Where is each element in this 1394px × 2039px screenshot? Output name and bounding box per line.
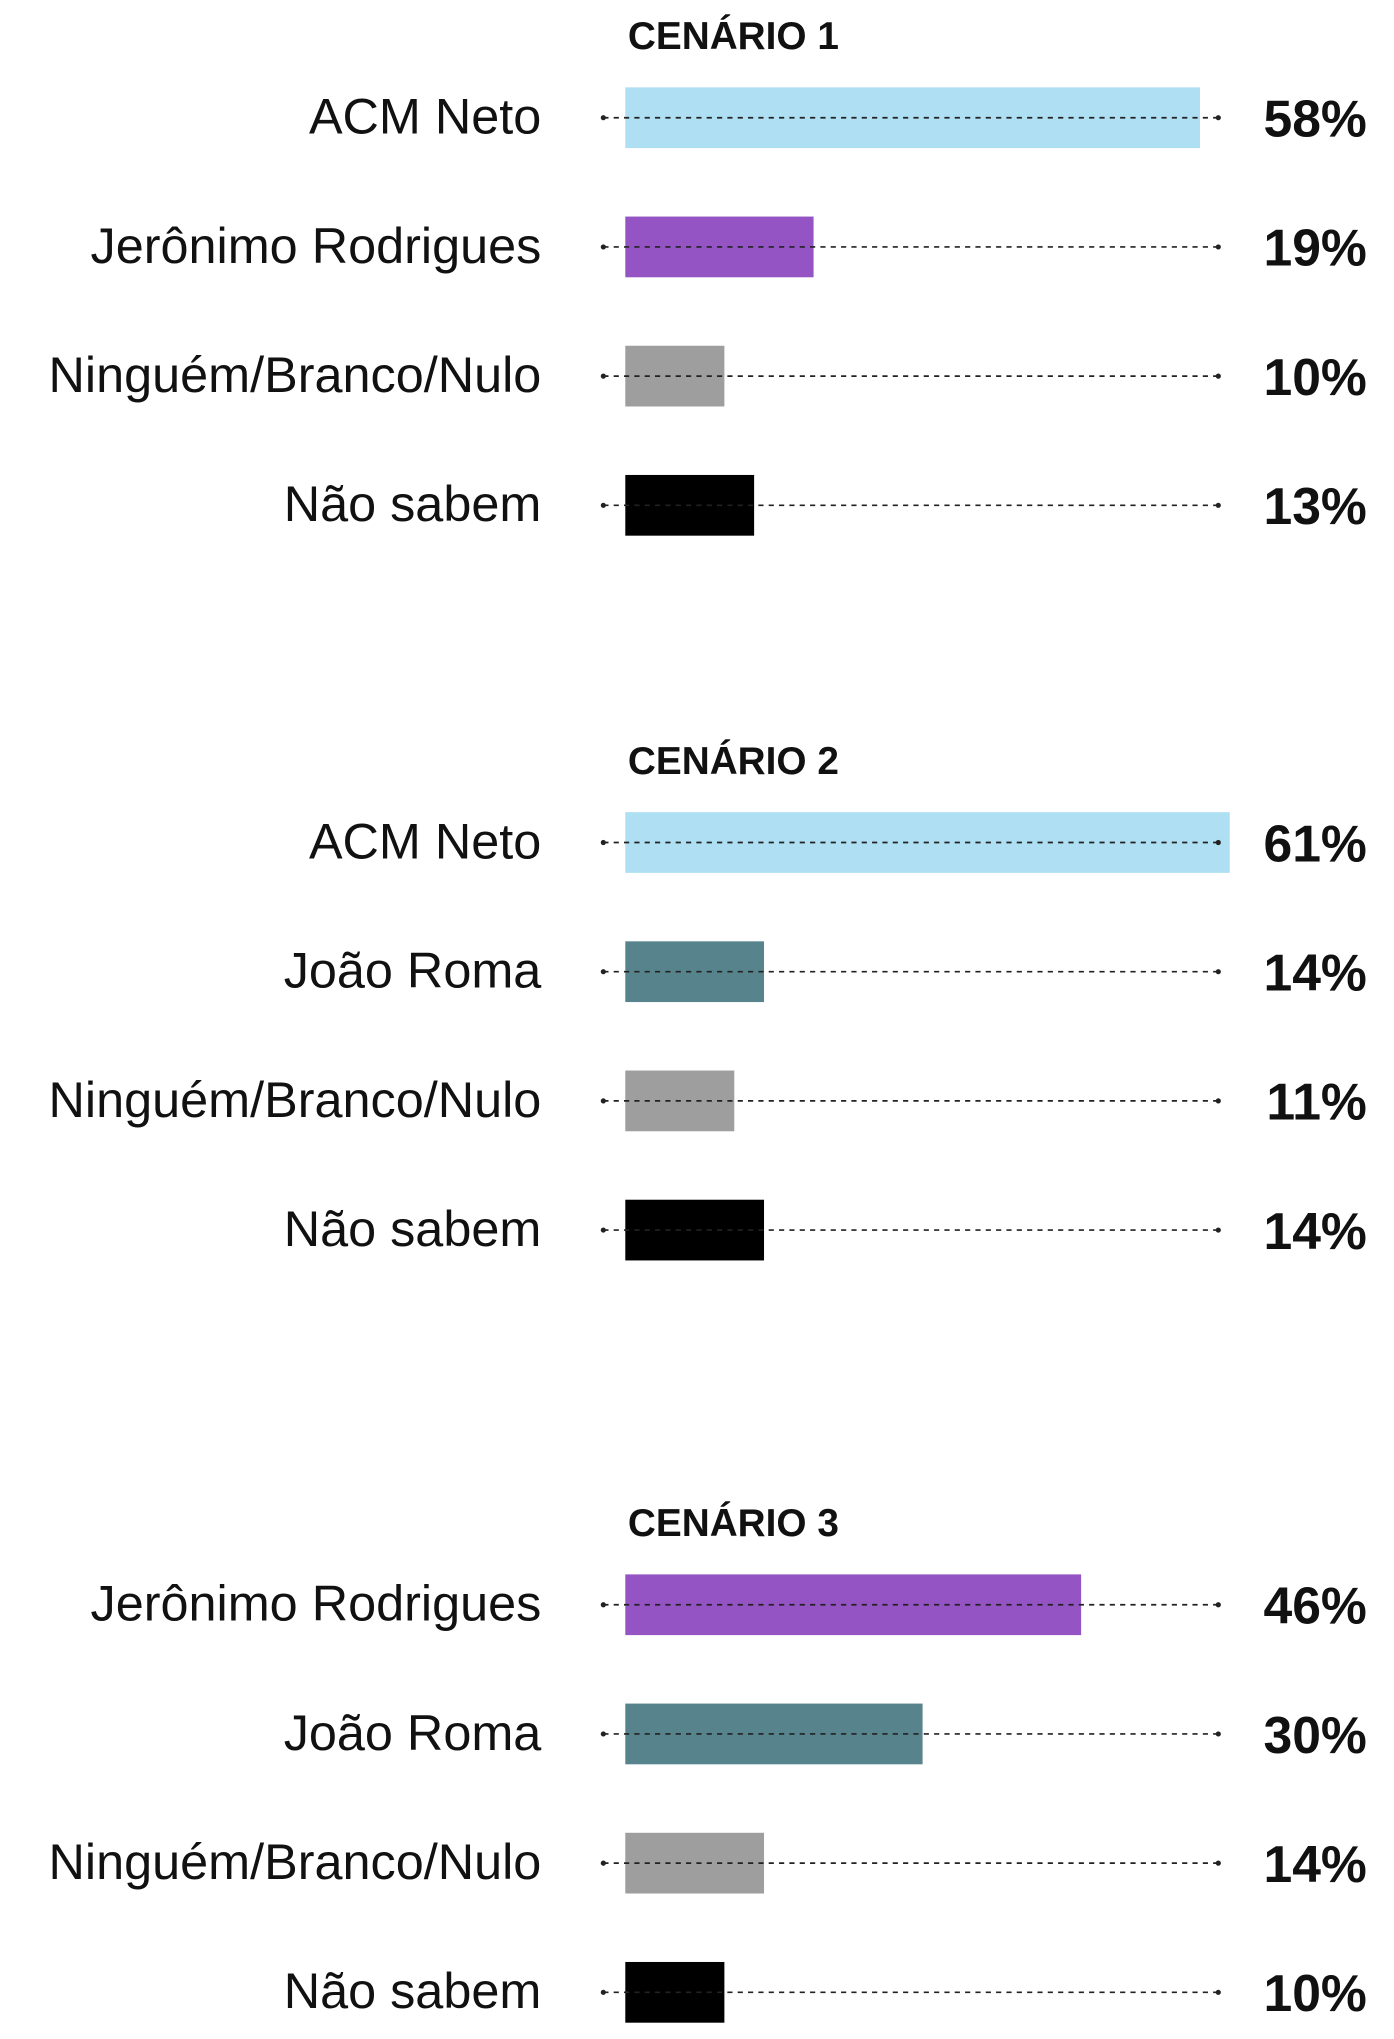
value-label: 30%: [1263, 1706, 1366, 1764]
guide-dot: [1215, 502, 1221, 508]
guide-dot: [1215, 115, 1221, 121]
value-label: 13%: [1263, 477, 1366, 535]
value-label: 61%: [1263, 814, 1366, 872]
guide-dot: [1215, 373, 1221, 379]
guide-dot: [1215, 1860, 1221, 1866]
guide-dot: [600, 244, 606, 250]
guide-dot: [600, 969, 606, 975]
guide-dot: [1215, 1989, 1221, 1995]
guide-dot: [600, 1989, 606, 1995]
value-label: 14%: [1263, 1202, 1366, 1260]
chart-title: CENÁRIO 1: [628, 14, 839, 58]
chart-title: CENÁRIO 2: [628, 739, 839, 783]
category-label: ACM Neto: [309, 88, 541, 145]
category-label: ACM Neto: [309, 812, 541, 869]
guide-dot: [600, 1098, 606, 1104]
category-label: João Roma: [284, 942, 543, 999]
guide-dot: [600, 373, 606, 379]
guide-dot: [1215, 1602, 1221, 1608]
value-label: 19%: [1263, 219, 1366, 277]
category-label: Não sabem: [284, 475, 542, 532]
category-label: Ninguém/Branco/Nulo: [49, 1833, 542, 1890]
category-label: Não sabem: [284, 1200, 542, 1257]
guide-dot: [1215, 969, 1221, 975]
value-label: 10%: [1263, 1964, 1366, 2022]
guide-dot: [600, 839, 606, 846]
category-label: Jerônimo Rodrigues: [91, 1575, 542, 1632]
guide-dot: [1215, 1731, 1221, 1737]
category-label: Ninguém/Branco/Nulo: [49, 346, 542, 403]
value-label: 11%: [1266, 1073, 1367, 1131]
guide-dot: [600, 1860, 606, 1866]
value-label: 46%: [1263, 1577, 1366, 1635]
guide-dot: [1215, 839, 1221, 846]
value-label: 10%: [1263, 348, 1366, 406]
guide-dot: [1215, 244, 1221, 250]
guide-dot: [1215, 1227, 1221, 1233]
value-label: 14%: [1263, 944, 1366, 1002]
category-label: Ninguém/Branco/Nulo: [49, 1071, 542, 1128]
guide-dot: [600, 1602, 606, 1608]
category-label: Jerônimo Rodrigues: [91, 217, 542, 274]
chart-title: CENÁRIO 3: [628, 1501, 839, 1545]
category-label: Não sabem: [284, 1962, 542, 2019]
guide-dot: [600, 115, 606, 121]
guide-dot: [600, 502, 606, 508]
guide-dot: [1215, 1098, 1221, 1104]
value-label: 58%: [1263, 90, 1366, 148]
guide-dot: [600, 1731, 606, 1737]
guide-dot: [600, 1227, 606, 1233]
value-label: 14%: [1263, 1835, 1366, 1893]
category-label: João Roma: [284, 1704, 543, 1761]
